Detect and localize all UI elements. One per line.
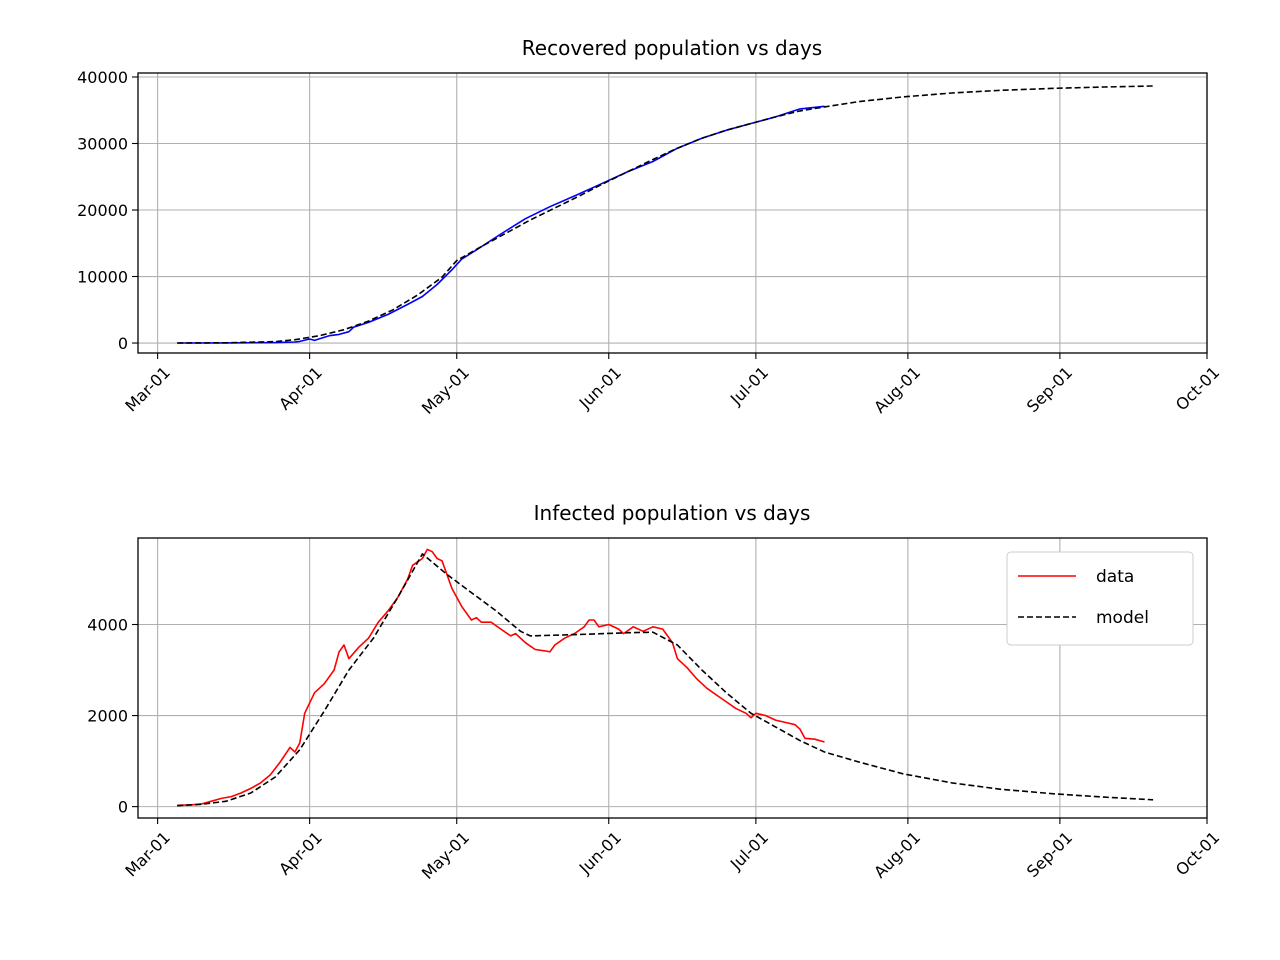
infected-series-model-line — [177, 553, 1154, 807]
recovered-series-dashed-line — [177, 85, 1154, 344]
legend-data-label: data — [1096, 567, 1134, 587]
infected-chart-axes-frame — [137, 537, 1208, 819]
recovered-chart-axes-frame — [137, 72, 1208, 354]
legend-model-label: model — [1096, 608, 1149, 628]
recovered-y-tick-label: 30000 — [77, 134, 128, 153]
recovered-y-tick-label: 40000 — [77, 68, 128, 87]
infected-y-tick-label: 2000 — [87, 707, 128, 726]
infected-chart-title: Infected population vs days — [534, 501, 811, 525]
legend-box — [1006, 551, 1194, 646]
infected-series-data-line — [177, 548, 825, 807]
infected-y-tick-label: 4000 — [87, 616, 128, 635]
recovered-y-tick-label: 20000 — [77, 201, 128, 220]
infected-chart-legend: data model — [1006, 551, 1194, 646]
recovered-chart-title: Recovered population vs days — [522, 36, 822, 60]
recovered-y-tick-label: 0 — [118, 334, 128, 353]
recovered-y-tick-label: 10000 — [77, 268, 128, 287]
infected-y-tick-label: 0 — [118, 798, 128, 817]
